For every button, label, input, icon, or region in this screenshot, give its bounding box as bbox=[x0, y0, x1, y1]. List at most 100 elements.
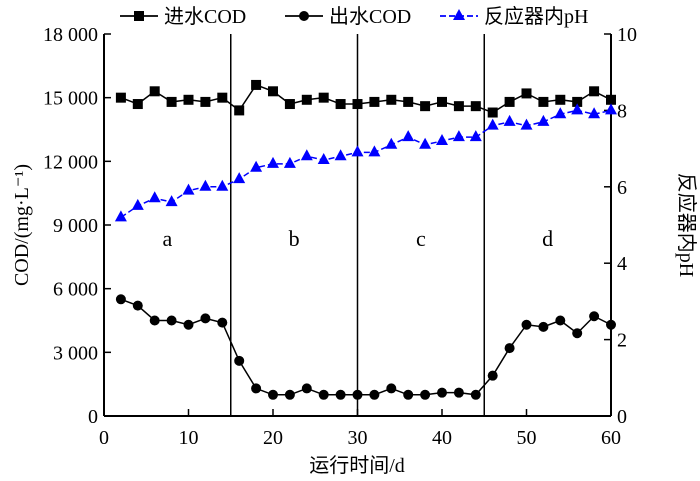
series-line bbox=[120, 109, 612, 218]
phase-label: b bbox=[289, 226, 300, 251]
data-point bbox=[470, 101, 481, 112]
series-reactor-ph bbox=[114, 103, 617, 222]
data-point bbox=[234, 105, 245, 116]
data-point bbox=[385, 137, 398, 149]
phase-label: a bbox=[162, 226, 172, 251]
y2-axis-title: 反应器内pH bbox=[675, 173, 698, 277]
data-point bbox=[267, 156, 279, 168]
x-tick-label: 20 bbox=[263, 427, 283, 449]
data-point bbox=[503, 114, 516, 126]
series-layer bbox=[114, 79, 617, 400]
data-point bbox=[251, 383, 262, 394]
data-point bbox=[300, 149, 313, 161]
y2-tick-label: 2 bbox=[617, 330, 627, 352]
legend-label: 进水COD bbox=[164, 5, 246, 28]
y-tick-label: 9 000 bbox=[53, 215, 98, 237]
data-point bbox=[200, 313, 211, 324]
data-point bbox=[486, 118, 499, 130]
data-point bbox=[149, 86, 160, 97]
data-point bbox=[199, 179, 212, 191]
data-point bbox=[149, 315, 160, 326]
legend-marker bbox=[299, 11, 309, 21]
legend-item: 进水COD bbox=[120, 5, 246, 28]
series-effluent-cod bbox=[115, 294, 616, 400]
x-tick-label: 40 bbox=[432, 427, 452, 449]
data-point bbox=[115, 92, 126, 103]
data-point bbox=[504, 96, 515, 107]
data-point bbox=[352, 389, 363, 400]
y-tick-label: 0 bbox=[88, 406, 98, 428]
data-point bbox=[453, 387, 464, 398]
data-point bbox=[368, 145, 381, 157]
data-point bbox=[301, 383, 312, 394]
data-point bbox=[251, 79, 262, 90]
data-point bbox=[572, 96, 583, 107]
data-point bbox=[233, 172, 246, 184]
data-point bbox=[318, 92, 329, 103]
data-point bbox=[588, 107, 601, 119]
data-point bbox=[554, 107, 567, 119]
data-point bbox=[520, 118, 533, 130]
data-point bbox=[487, 107, 498, 118]
y-axis-title: COD/(mg·L⁻¹) bbox=[11, 164, 33, 286]
data-point bbox=[504, 343, 515, 354]
x-tick-label: 0 bbox=[99, 427, 109, 449]
y-tick-label: 12 000 bbox=[43, 151, 98, 173]
data-point bbox=[132, 300, 143, 311]
data-point bbox=[606, 319, 616, 330]
data-point bbox=[606, 94, 616, 105]
data-point bbox=[452, 130, 465, 142]
phase-dividers: a b c d bbox=[162, 34, 553, 416]
data-point bbox=[217, 317, 228, 328]
data-point bbox=[183, 319, 194, 330]
data-point bbox=[437, 96, 447, 107]
data-point bbox=[538, 96, 549, 107]
data-point bbox=[148, 191, 161, 203]
data-point bbox=[115, 294, 126, 305]
data-point bbox=[537, 114, 550, 126]
data-point bbox=[114, 210, 127, 222]
data-point bbox=[386, 94, 397, 105]
data-point bbox=[538, 321, 549, 332]
y2-tick-label: 8 bbox=[617, 100, 627, 122]
x-tick-label: 50 bbox=[517, 427, 537, 449]
data-point bbox=[419, 137, 432, 149]
data-point bbox=[216, 179, 229, 191]
phase-label: c bbox=[416, 226, 426, 251]
y-tick-label: 6 000 bbox=[53, 279, 98, 301]
data-point bbox=[200, 96, 211, 107]
y2-tick-label: 10 bbox=[617, 24, 637, 46]
y2-tick-label: 0 bbox=[617, 406, 627, 428]
data-point bbox=[589, 311, 600, 322]
data-point bbox=[403, 96, 414, 107]
y2-tick-label: 6 bbox=[617, 177, 627, 199]
data-point bbox=[318, 389, 329, 400]
y-tick-label: 15 000 bbox=[43, 88, 98, 110]
legend-item: 出水COD bbox=[285, 5, 411, 28]
data-point bbox=[555, 94, 566, 105]
legend-item: 反应器内pH bbox=[440, 5, 588, 28]
data-point bbox=[351, 145, 364, 157]
data-point bbox=[571, 103, 584, 115]
phase-label: d bbox=[542, 226, 553, 251]
series-influent-cod bbox=[115, 79, 616, 118]
data-point bbox=[420, 389, 431, 400]
data-point bbox=[436, 133, 448, 145]
y-tick-label: 3 000 bbox=[53, 342, 98, 364]
data-point bbox=[335, 389, 346, 400]
x-tick-label: 10 bbox=[179, 427, 199, 449]
data-point bbox=[420, 101, 431, 112]
data-point bbox=[555, 315, 566, 326]
data-point bbox=[386, 383, 397, 394]
data-point bbox=[403, 389, 414, 400]
data-point bbox=[317, 153, 330, 165]
data-point bbox=[521, 319, 532, 330]
data-point bbox=[284, 99, 295, 110]
data-point bbox=[283, 156, 296, 168]
legend-marker bbox=[134, 11, 144, 21]
legend: 进水COD 出水COD 反应器内pH bbox=[120, 5, 588, 28]
data-point bbox=[369, 96, 380, 107]
x-tick-label: 30 bbox=[348, 427, 368, 449]
data-point bbox=[217, 92, 228, 103]
x-tick-label: 60 bbox=[601, 427, 621, 449]
